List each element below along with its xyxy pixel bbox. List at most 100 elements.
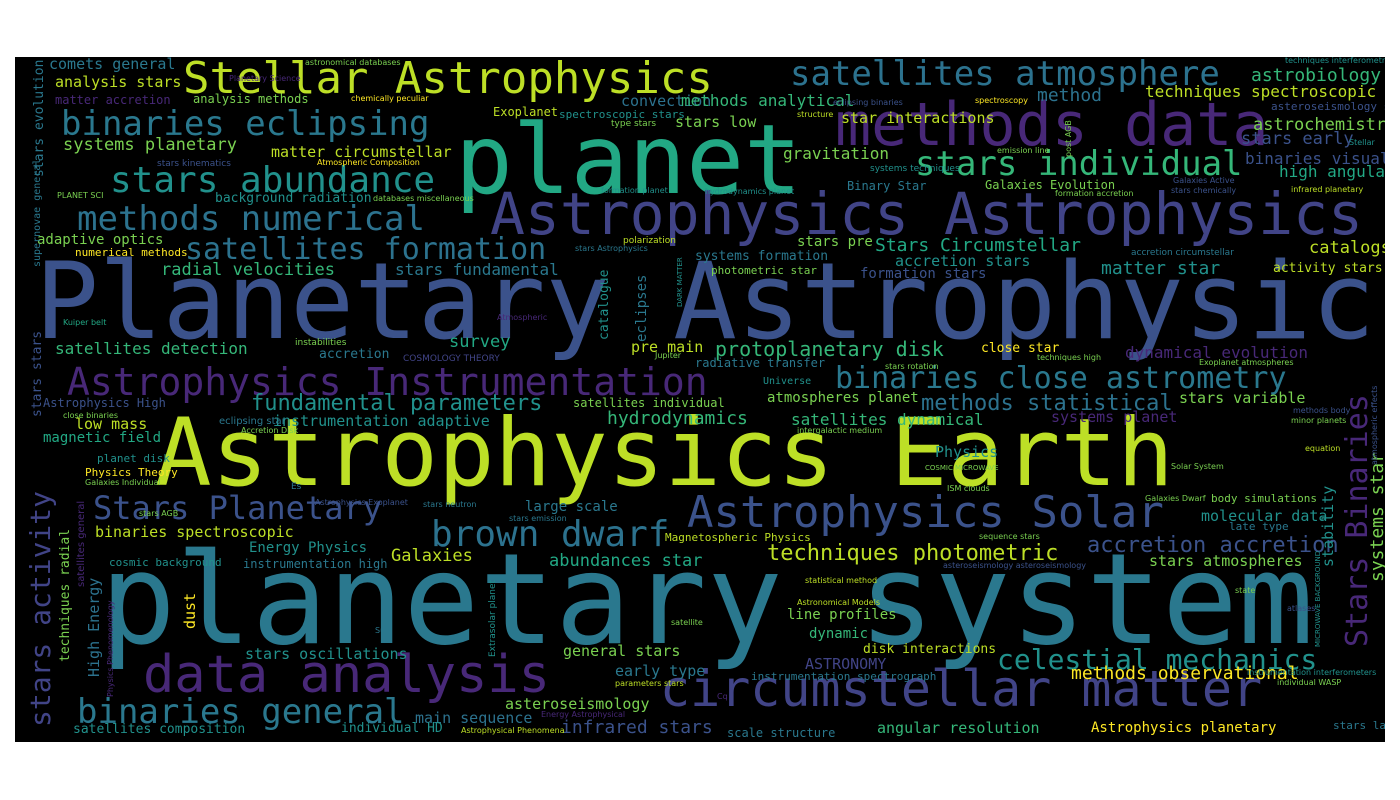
word: infrared planetary [1291,185,1364,194]
word: Physics [935,443,999,461]
word: structure [797,110,834,119]
word: instrumentation spectrograph [751,670,937,683]
word: Stellar [1349,138,1375,147]
word: celestial mechanics [997,643,1318,676]
word: Planetary Science [229,74,301,83]
word: individual HD [341,721,443,736]
word: brown dwarf [431,514,670,555]
word: eclipsing star [219,416,286,427]
word: Binary Star [847,179,927,193]
word: Galaxies Dwarf [1145,494,1206,503]
word: satellites formation [185,232,547,267]
word: polarization [623,236,676,246]
word: late type [1229,520,1289,533]
word: stars variable [1179,389,1306,407]
word: catalogs [1309,238,1385,258]
word: formation stars [860,266,987,282]
word: binaries spectroscopic [95,523,294,541]
word: intergalactic medium [797,426,883,435]
word: Galaxies Evolution [985,178,1116,192]
word: dust [181,592,199,629]
word: Astronomical Models [797,598,881,607]
word: Planetary Astrophysics [35,240,1385,363]
word: adaptive optics [37,232,164,248]
word: individual WASP [1277,678,1342,687]
word: databases miscellaneous [373,194,474,203]
word: emission line [997,146,1050,155]
word: stars early [1241,129,1354,149]
word: satellites general [76,500,87,587]
word: formation accretion [1055,189,1134,198]
word: fundamental parameters [251,391,543,416]
word: methods data [835,90,1269,160]
word: stars pre [797,234,873,250]
word: star interactions [841,109,995,127]
word: atmospheric effects [1370,385,1379,465]
word: satellites detection [55,339,248,358]
word: large scale [525,499,618,515]
word: PLANET SCI [57,191,104,200]
word: satellites dynamical [791,410,984,429]
word: techniques photometric [767,541,1059,566]
word: Stellar Astrophysics [183,57,713,104]
word: analysis stars [55,73,182,91]
word: Astrophysics Earth [155,399,1174,508]
word: systems star [1367,451,1385,582]
word: survey [449,332,511,352]
word: instrumentation high [243,557,388,571]
word: method [1037,85,1103,106]
word: Jupiter [655,351,682,360]
word: early type [615,662,706,680]
word: planet disk [97,452,170,465]
word: planet [455,104,802,216]
word: Sun [375,626,391,635]
word: atlases [1287,604,1316,613]
word: MICROWAVE BACKGROUND [1314,550,1322,647]
word: systems planetary [63,135,237,155]
word: COSMOLOGY THEORY [403,354,500,364]
word: stars individual [915,144,1243,184]
word: methods statistical [921,391,1173,416]
word: stability [1319,485,1337,567]
word: Stars Planetary [93,489,382,527]
word: statistical method [805,576,878,585]
word: stars late [1333,719,1385,732]
word: convection [621,92,712,110]
word: stars neutron [423,500,477,509]
word: gravitation [783,144,889,163]
word: planetary system [100,526,1314,673]
word: Solar System [1171,462,1224,471]
word: eclipsing binaries [833,98,903,107]
word: Galaxies Individual [85,478,161,487]
word: circumstellar matter [660,660,1263,718]
word: astrochemistry [1253,115,1385,135]
word: COSMIC MICROWAVE [925,464,999,472]
word: accretion circumstellar [1131,248,1234,258]
word: hydrodynamics planet [705,187,795,196]
word: abundances star [549,551,703,571]
word: Exoplanet atmospheres [1199,358,1294,367]
word: dynamical evolution [1125,343,1309,362]
word: matter star [1101,258,1221,279]
word: protoplanetary disk [715,337,944,361]
word: instabilities [295,338,347,348]
word: binaries general [77,692,405,732]
word: stars kinematics [157,159,231,169]
word: Universe [763,376,812,387]
word: analysis methods [193,92,309,106]
word: methods numerical [77,199,425,239]
word: equation [1305,444,1341,453]
word: radial velocities [161,260,335,280]
word: stars Astrophysics [575,244,648,253]
word: methods analytical [681,91,855,110]
word: body simulations [1211,492,1317,505]
word: binaries eclipsing [61,104,430,144]
word: Extrasolar planet [488,579,498,657]
word: state [1235,586,1256,595]
word: Kuiper belt [63,318,107,327]
word: matter accretion [55,93,171,107]
word: Galaxies Active [1173,176,1235,185]
word: techniques spectroscopic [1145,82,1377,101]
word: molecular data [1201,507,1328,525]
word: stars low [675,113,757,131]
